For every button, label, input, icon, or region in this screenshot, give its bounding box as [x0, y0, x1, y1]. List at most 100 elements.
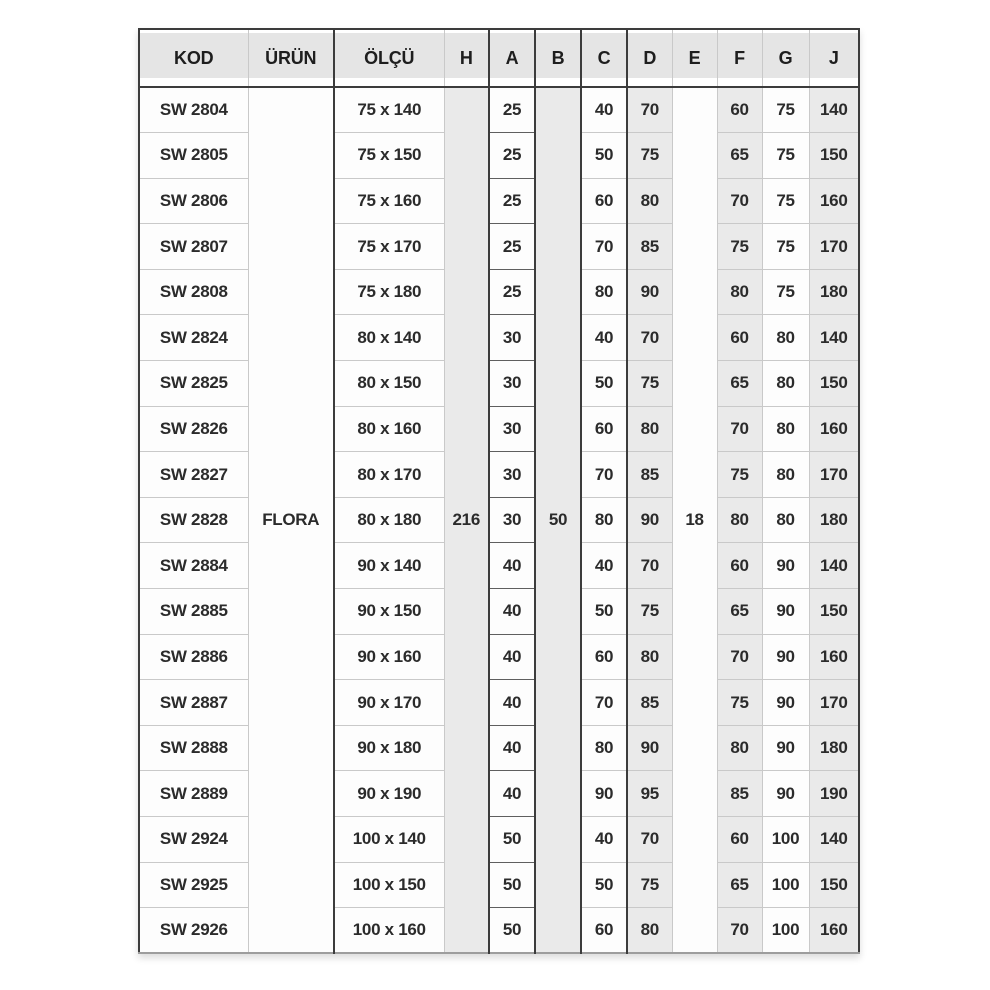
cell-j: 140 [809, 87, 859, 134]
cell-kod: SW 2924 [139, 816, 249, 863]
cell-kod: SW 2806 [139, 178, 249, 225]
cell-d: 95 [627, 770, 673, 817]
cell-j: 140 [809, 816, 859, 863]
cell-a: 25 [489, 178, 536, 225]
cell-a: 30 [489, 497, 536, 544]
cell-d: 70 [627, 816, 673, 863]
table-row: SW 2884 90 x 140 40 40 70 60 90 140 [139, 542, 859, 590]
cell-f: 65 [717, 360, 763, 407]
table-row: SW 2885 90 x 150 40 50 75 65 90 150 [139, 588, 859, 635]
cell-olcu: 80 x 150 [334, 360, 445, 407]
cell-olcu: 100 x 140 [334, 816, 445, 863]
table-row: SW 2889 90 x 190 40 90 95 85 90 190 [139, 770, 859, 817]
cell-a: 25 [489, 223, 536, 270]
table-row: SW 2824 80 x 140 30 40 70 60 80 140 [139, 314, 859, 362]
column-header-olcu: ÖLÇÜ [334, 29, 445, 88]
cell-kod: SW 2884 [139, 542, 249, 590]
cell-g: 80 [762, 314, 810, 362]
cell-d: 75 [627, 360, 673, 407]
merged-cell-h: 216 [444, 87, 490, 954]
cell-a: 30 [489, 406, 536, 453]
cell-kod: SW 2824 [139, 314, 249, 362]
cell-olcu: 80 x 160 [334, 406, 445, 453]
column-header-e: E [672, 29, 718, 88]
cell-kod: SW 2889 [139, 770, 249, 817]
cell-d: 75 [627, 588, 673, 635]
cell-f: 70 [717, 406, 763, 453]
table-row: SW 2808 75 x 180 25 80 90 80 75 180 [139, 269, 859, 316]
cell-olcu: 90 x 170 [334, 679, 445, 726]
cell-j: 140 [809, 314, 859, 362]
cell-g: 90 [762, 542, 810, 590]
table-row: SW 2925 100 x 150 50 50 75 65 100 150 [139, 862, 859, 909]
cell-f: 80 [717, 269, 763, 316]
cell-c: 50 [581, 360, 628, 407]
table-row: SW 2807 75 x 170 25 70 85 75 75 170 [139, 223, 859, 270]
cell-d: 85 [627, 451, 673, 498]
cell-j: 160 [809, 178, 859, 225]
table-row: SW 2888 90 x 180 40 80 90 80 90 180 [139, 725, 859, 772]
cell-f: 65 [717, 588, 763, 635]
table-row: SW 2804 FLORA 75 x 140 216 25 50 40 70 18 60 75 140 [139, 87, 859, 954]
cell-olcu: 75 x 180 [334, 269, 445, 316]
table-body: SW 2804 FLORA 75 x 140 216 25 50 40 70 18 60 75 140… [139, 87, 859, 954]
column-header-b: B [535, 29, 582, 88]
cell-d: 80 [627, 907, 673, 954]
cell-c: 60 [581, 634, 628, 681]
cell-a: 25 [489, 87, 536, 134]
cell-kod: SW 2888 [139, 725, 249, 772]
cell-a: 50 [489, 907, 536, 954]
cell-olcu: 75 x 140 [334, 87, 445, 134]
cell-j: 150 [809, 588, 859, 635]
cell-j: 150 [809, 360, 859, 407]
cell-j: 190 [809, 770, 859, 817]
cell-g: 100 [762, 907, 810, 954]
cell-olcu: 75 x 160 [334, 178, 445, 225]
cell-c: 80 [581, 269, 628, 316]
cell-a: 30 [489, 451, 536, 498]
cell-g: 80 [762, 360, 810, 407]
cell-a: 25 [489, 269, 536, 316]
cell-c: 70 [581, 223, 628, 270]
cell-kod: SW 2804 [139, 87, 249, 134]
cell-olcu: 90 x 160 [334, 634, 445, 681]
cell-j: 140 [809, 542, 859, 590]
cell-d: 75 [627, 132, 673, 179]
column-header-urun: ÜRÜN [248, 29, 335, 88]
cell-f: 75 [717, 223, 763, 270]
column-header-d: D [627, 29, 673, 88]
column-header-f: F [717, 29, 763, 88]
cell-olcu: 100 x 160 [334, 907, 445, 954]
cell-g: 90 [762, 725, 810, 772]
cell-c: 40 [581, 87, 628, 134]
cell-a: 25 [489, 132, 536, 179]
cell-f: 60 [717, 314, 763, 362]
cell-g: 80 [762, 406, 810, 453]
cell-f: 75 [717, 679, 763, 726]
cell-olcu: 80 x 140 [334, 314, 445, 362]
cell-kod: SW 2826 [139, 406, 249, 453]
cell-g: 90 [762, 770, 810, 817]
cell-kod: SW 2886 [139, 634, 249, 681]
cell-a: 50 [489, 862, 536, 909]
cell-a: 50 [489, 816, 536, 863]
cell-j: 180 [809, 269, 859, 316]
cell-d: 85 [627, 679, 673, 726]
cell-kod: SW 2926 [139, 907, 249, 954]
cell-f: 60 [717, 87, 763, 134]
cell-a: 40 [489, 634, 536, 681]
column-header-g: G [762, 29, 810, 88]
table-row: SW 2886 90 x 160 40 60 80 70 90 160 [139, 634, 859, 681]
cell-a: 40 [489, 542, 536, 590]
cell-kod: SW 2808 [139, 269, 249, 316]
cell-g: 100 [762, 862, 810, 909]
cell-d: 75 [627, 862, 673, 909]
cell-d: 70 [627, 87, 673, 134]
cell-olcu: 80 x 180 [334, 497, 445, 544]
cell-kod: SW 2828 [139, 497, 249, 544]
column-header-h: H [444, 29, 490, 88]
cell-d: 80 [627, 634, 673, 681]
cell-a: 40 [489, 588, 536, 635]
cell-a: 40 [489, 770, 536, 817]
